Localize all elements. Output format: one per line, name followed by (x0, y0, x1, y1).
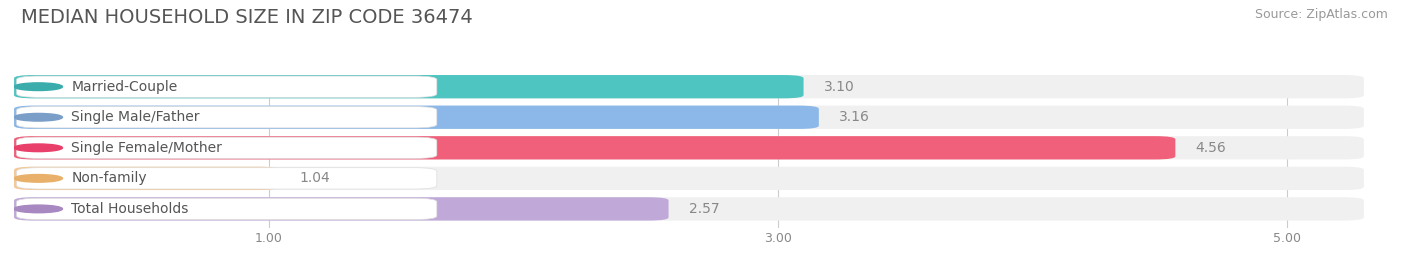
FancyBboxPatch shape (17, 168, 437, 189)
Circle shape (14, 113, 62, 121)
Text: 2.57: 2.57 (689, 202, 720, 216)
FancyBboxPatch shape (14, 136, 1364, 159)
Circle shape (14, 205, 62, 213)
FancyBboxPatch shape (14, 136, 1175, 159)
FancyBboxPatch shape (17, 137, 437, 158)
Text: Source: ZipAtlas.com: Source: ZipAtlas.com (1254, 8, 1388, 21)
Circle shape (14, 83, 62, 91)
FancyBboxPatch shape (17, 76, 437, 97)
FancyBboxPatch shape (17, 198, 437, 219)
Text: 3.10: 3.10 (824, 80, 855, 94)
Text: MEDIAN HOUSEHOLD SIZE IN ZIP CODE 36474: MEDIAN HOUSEHOLD SIZE IN ZIP CODE 36474 (21, 8, 472, 27)
Circle shape (14, 144, 62, 152)
Text: Single Female/Mother: Single Female/Mother (72, 141, 222, 155)
FancyBboxPatch shape (14, 167, 1364, 190)
Text: 4.56: 4.56 (1195, 141, 1226, 155)
Text: Non-family: Non-family (72, 171, 148, 185)
FancyBboxPatch shape (17, 107, 437, 128)
FancyBboxPatch shape (14, 197, 669, 221)
Text: 3.16: 3.16 (839, 110, 870, 124)
FancyBboxPatch shape (14, 75, 1364, 98)
FancyBboxPatch shape (14, 197, 1364, 221)
Text: 1.04: 1.04 (299, 171, 330, 185)
FancyBboxPatch shape (14, 106, 1364, 129)
FancyBboxPatch shape (14, 75, 804, 98)
Text: Single Male/Father: Single Male/Father (72, 110, 200, 124)
Text: Total Households: Total Households (72, 202, 188, 216)
Circle shape (14, 174, 62, 182)
Text: Married-Couple: Married-Couple (72, 80, 177, 94)
FancyBboxPatch shape (14, 167, 278, 190)
FancyBboxPatch shape (14, 106, 818, 129)
